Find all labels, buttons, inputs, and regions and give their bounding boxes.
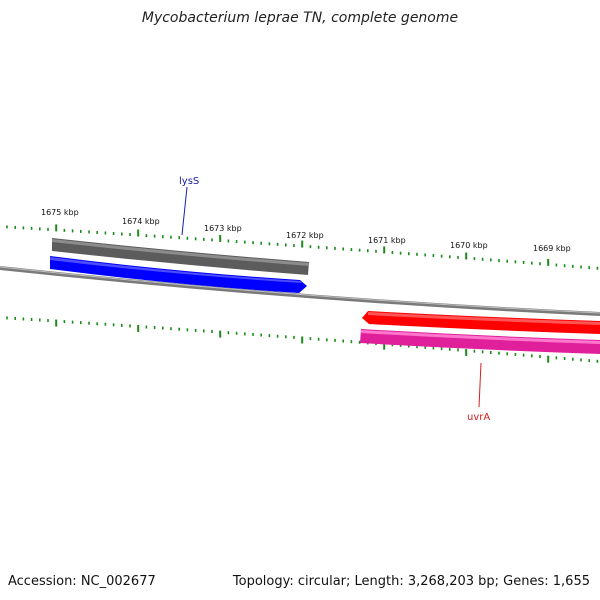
gene-label-lysS[interactable]: lysS xyxy=(179,176,199,187)
tick-label-1671: 1671 kbp xyxy=(368,236,406,245)
tick-label-1674: 1674 kbp xyxy=(122,217,160,226)
tick-label-1673: 1673 kbp xyxy=(204,224,242,233)
tick-label-1675: 1675 kbp xyxy=(41,208,79,217)
map-title: Mycobacterium leprae TN, complete genome xyxy=(141,10,459,26)
tick-label-1670: 1670 kbp xyxy=(450,241,488,250)
lysS-leader-line xyxy=(181,186,188,236)
accession-text: Accession: NC_002677 xyxy=(8,574,156,589)
uvrA-leader-line xyxy=(478,362,482,408)
tick-label-1669: 1669 kbp xyxy=(533,244,571,253)
genome-backbone xyxy=(0,266,600,316)
genome-summary-text: Topology: circular; Length: 3,268,203 bp… xyxy=(232,574,590,589)
gene-label-uvrA[interactable]: uvrA xyxy=(467,412,490,423)
tick-label-1672: 1672 kbp xyxy=(286,231,324,240)
outer-tick-row xyxy=(6,224,599,270)
